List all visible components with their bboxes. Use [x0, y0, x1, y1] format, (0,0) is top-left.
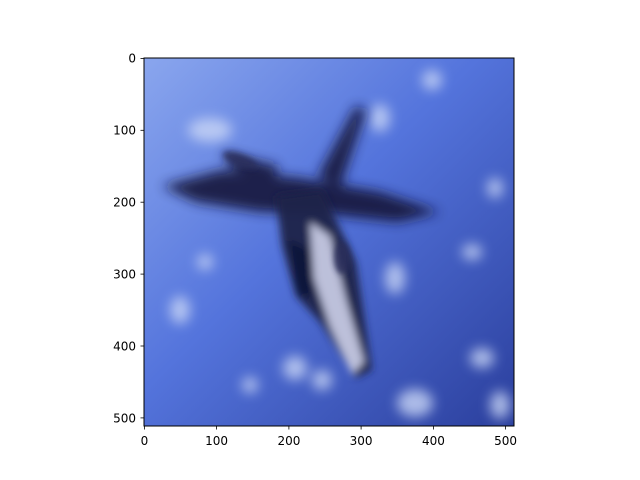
image-area [144, 58, 514, 426]
y-axis: 0 100 200 300 400 500 [113, 52, 144, 426]
cloud [312, 370, 332, 390]
cloud [470, 348, 494, 368]
cloud [283, 356, 307, 380]
cloud [170, 296, 190, 324]
y-tick-label: 500 [113, 412, 136, 426]
x-tick-label: 500 [494, 434, 517, 448]
x-tick-label: 0 [141, 434, 149, 448]
cloud [462, 244, 482, 260]
cloud [242, 377, 258, 393]
y-tick-label: 300 [113, 268, 136, 282]
y-tick-label: 0 [128, 52, 136, 66]
cloud [397, 389, 433, 417]
x-tick-label: 200 [277, 434, 300, 448]
clouds [170, 70, 510, 419]
x-tick-label: 300 [350, 434, 373, 448]
fighter-jet-icon [162, 106, 440, 378]
y-tick-label: 100 [113, 124, 136, 138]
cloud [490, 391, 510, 419]
cloud [370, 104, 390, 132]
cloud [422, 70, 442, 90]
axes-frame [143, 57, 515, 427]
x-tick-label: 100 [205, 434, 228, 448]
cloud [487, 178, 503, 198]
y-tick-label: 200 [113, 196, 136, 210]
y-tick-label: 400 [113, 340, 136, 354]
cloud [188, 118, 232, 142]
x-tick-label: 400 [422, 434, 445, 448]
x-axis: 0 100 200 300 400 500 [141, 426, 517, 448]
cloud [385, 262, 405, 294]
cloud [197, 254, 213, 270]
